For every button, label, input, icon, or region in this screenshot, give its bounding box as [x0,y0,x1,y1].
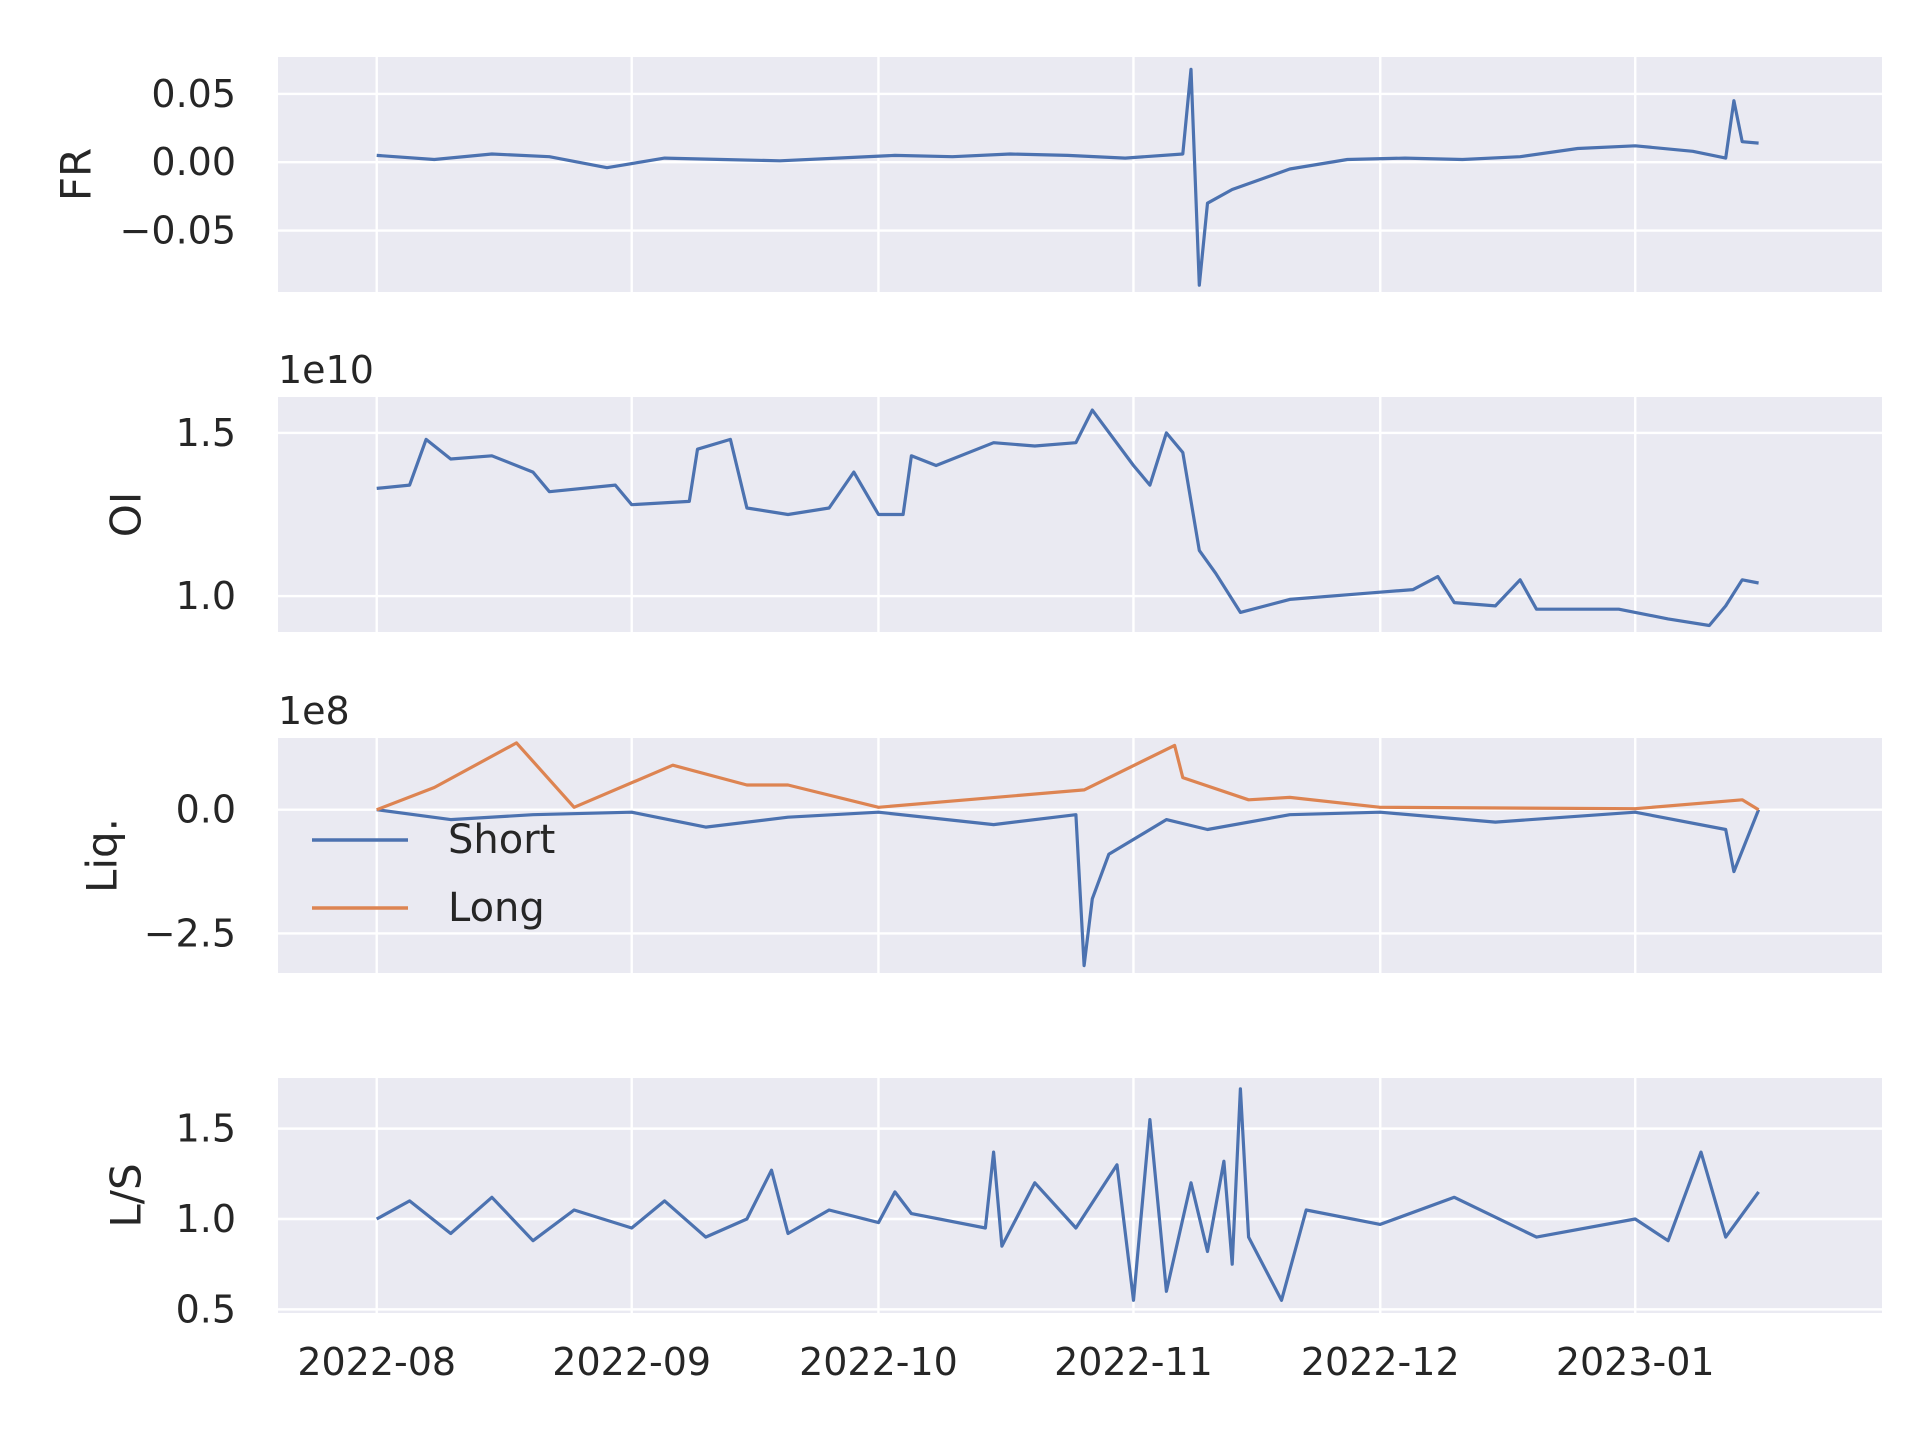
axis-offset-label: 1e8 [278,689,350,733]
y-tick-label: 0.0 [176,788,236,832]
y-tick-label: 1.0 [176,574,236,618]
x-tick-label: 2022-12 [1301,1340,1460,1384]
x-tick-label: 2022-11 [1054,1340,1213,1384]
series-line-short-2 [376,808,1761,968]
y-axis-label: OI [102,492,151,537]
y-axis-label: FR [52,148,101,201]
y-axis-label: Liq. [78,818,127,893]
panel-2: −2.5 0.0 Liq. 1e8 Short Long [78,689,1882,973]
y-tick-label: 0.5 [176,1287,236,1331]
plot-area [278,1078,1882,1313]
x-tick-label: 2022-10 [799,1340,958,1384]
y-tick-label: 0.05 [151,72,236,116]
y-tick-label: −0.05 [120,209,236,253]
panel-1: 1.0 1.5 OI 1e10 [102,348,1882,632]
y-tick-label: 1.5 [176,1107,236,1151]
x-tick-label: 2022-08 [297,1340,456,1384]
axis-offset-label: 1e10 [278,348,374,392]
panel-3: 0.5 1.0 1.5 L/S [102,1078,1882,1331]
series-line-fr-0 [376,67,1759,287]
series-line-long-2 [376,741,1760,812]
plot-area [278,57,1882,292]
y-tick-label: 1.5 [176,411,236,455]
panel-0: −0.05 0.00 0.05 FR [52,57,1882,292]
legend-label-long: Long [448,885,545,931]
y-tick-label: 0.00 [151,140,236,184]
series-line-ls-3 [375,1087,1760,1302]
y-tick-label: 1.0 [176,1197,236,1241]
y-tick-label: −2.5 [144,911,236,955]
y-axis-label: L/S [102,1163,151,1227]
legend-label-short: Short [448,817,555,863]
x-tick-label: 2023-01 [1556,1340,1715,1384]
x-tick-label: 2022-09 [552,1340,711,1384]
series-line-oi-1 [376,408,1759,628]
